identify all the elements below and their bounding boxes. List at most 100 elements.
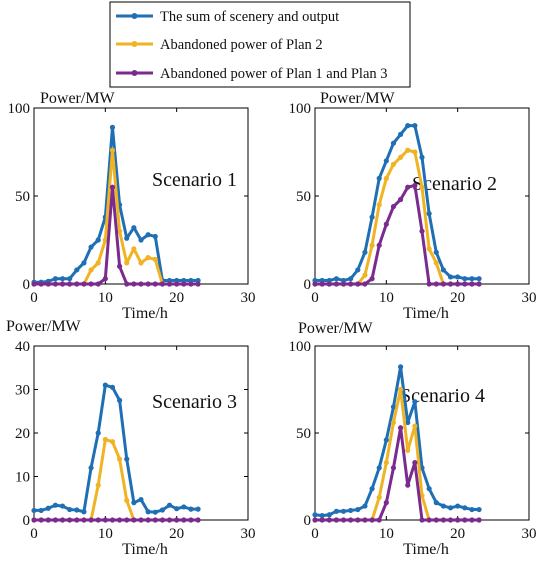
data-point — [160, 281, 165, 286]
plot-frame — [34, 346, 248, 520]
data-point — [167, 503, 172, 508]
data-point — [117, 398, 122, 403]
data-point — [427, 517, 432, 522]
x-tick-label: 20 — [450, 290, 465, 306]
data-point — [146, 232, 151, 237]
y-tick-label: 50 — [296, 426, 311, 442]
y-tick-label: 50 — [296, 189, 311, 205]
data-point — [427, 486, 432, 491]
data-point — [362, 250, 367, 255]
data-point — [153, 510, 158, 515]
data-point — [362, 517, 367, 522]
data-point — [46, 281, 51, 286]
x-tick-label: 20 — [450, 526, 465, 542]
y-tick-label: 10 — [15, 470, 30, 486]
chart-panel-2: 0 10 20 30050100Power/MWTime/hScenario 2 — [289, 90, 537, 322]
data-point — [312, 281, 317, 286]
scenario-label: Scenario 1 — [152, 169, 237, 191]
data-point — [384, 176, 389, 181]
x-tick-label: 0 — [311, 526, 319, 542]
data-point — [131, 517, 136, 522]
data-point — [427, 246, 432, 251]
data-point — [74, 281, 79, 286]
data-point — [131, 225, 136, 230]
data-point — [67, 281, 72, 286]
legend-label-plan1-plan3: Abandoned power of Plan 1 and Plan 3 — [160, 66, 388, 82]
data-point — [110, 125, 115, 130]
data-point — [348, 517, 353, 522]
data-point — [53, 503, 58, 508]
data-point — [441, 267, 446, 272]
legend-marker-plan2 — [132, 41, 138, 47]
data-point — [174, 517, 179, 522]
panels: 0 10 20 30050100Power/MWTime/hScenario 10 10… — [6, 90, 537, 558]
data-point — [441, 517, 446, 522]
data-point — [434, 260, 439, 265]
data-point — [427, 281, 432, 286]
legend-marker-plan1-plan3 — [132, 70, 138, 76]
data-point — [377, 176, 382, 181]
data-point — [419, 155, 424, 160]
series-abandoned-power-of-plan-2 — [312, 148, 481, 287]
data-point — [117, 517, 122, 522]
data-point — [377, 243, 382, 248]
data-point — [67, 276, 72, 281]
data-point — [138, 237, 143, 242]
y-tick-label: 0 — [304, 513, 312, 529]
legend-marker-sum — [132, 13, 138, 19]
data-point — [419, 229, 424, 234]
data-point — [355, 267, 360, 272]
data-point — [434, 500, 439, 505]
data-point — [355, 517, 360, 522]
data-point — [448, 274, 453, 279]
legend-label-sum: The sum of scenery and output — [160, 9, 339, 25]
data-point — [334, 509, 339, 514]
data-point — [74, 517, 79, 522]
data-point — [348, 281, 353, 286]
data-point — [412, 149, 417, 154]
data-point — [369, 215, 374, 220]
y-axis-label: Power/MW — [320, 90, 396, 107]
data-point — [398, 387, 403, 392]
data-point — [181, 504, 186, 509]
data-point — [362, 281, 367, 286]
y-axis-label: Power/MW — [40, 90, 116, 107]
data-point — [31, 281, 36, 286]
data-point — [88, 465, 93, 470]
data-point — [384, 500, 389, 505]
data-point — [412, 183, 417, 188]
legend: The sum of scenery and output Abandoned … — [110, 2, 410, 87]
data-point — [334, 276, 339, 281]
x-tick-label: 0 — [30, 526, 38, 542]
data-point — [117, 264, 122, 269]
data-point — [88, 281, 93, 286]
y-tick-label: 100 — [289, 339, 312, 355]
data-point — [369, 276, 374, 281]
x-tick-label: 30 — [241, 526, 256, 542]
data-point — [377, 517, 382, 522]
data-point — [341, 509, 346, 514]
data-point — [81, 509, 86, 514]
data-point — [124, 281, 129, 286]
data-point — [88, 244, 93, 249]
data-point — [398, 364, 403, 369]
data-point — [131, 246, 136, 251]
data-point — [384, 437, 389, 442]
data-point — [138, 497, 143, 502]
y-tick-label: 0 — [304, 277, 312, 293]
series-line — [315, 150, 479, 284]
data-point — [469, 507, 474, 512]
data-point — [81, 281, 86, 286]
data-point — [441, 281, 446, 286]
data-point — [167, 281, 172, 286]
data-point — [369, 243, 374, 248]
data-point — [369, 517, 374, 522]
data-point — [412, 460, 417, 465]
data-point — [369, 486, 374, 491]
data-point — [327, 517, 332, 522]
data-point — [448, 517, 453, 522]
data-point — [46, 506, 51, 511]
y-tick-label: 50 — [15, 189, 30, 205]
data-point — [124, 260, 129, 265]
